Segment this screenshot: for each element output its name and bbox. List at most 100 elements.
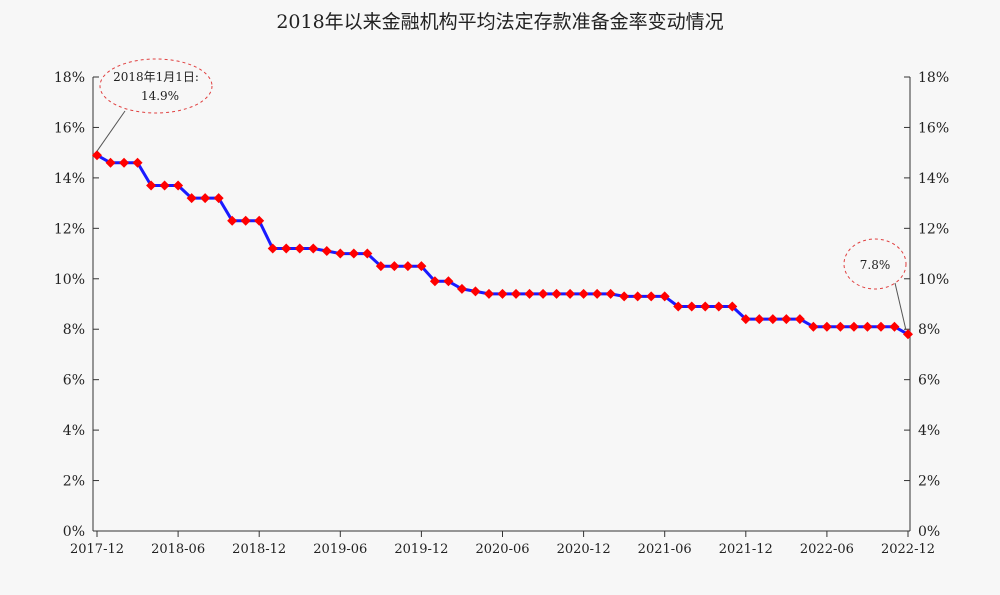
data-point-marker [443,276,454,287]
x-tick-label: 2017-12 [70,542,124,557]
data-point-marker [267,243,278,254]
data-point-marker [308,243,319,254]
data-point-marker [632,291,643,302]
data-point-marker [659,291,670,302]
data-point-marker [294,243,305,254]
data-point-marker [673,301,684,312]
data-point-marker [281,243,292,254]
x-tick-label: 2021-12 [719,542,773,557]
x-tick-label: 2019-12 [394,542,448,557]
data-point-marker [592,288,603,299]
x-tick-label: 2022-06 [800,542,854,557]
data-point-marker [700,301,711,312]
y-tick-label-left: 10% [54,272,85,288]
y-tick-label-right: 6% [918,373,940,389]
data-point-marker [105,157,116,168]
data-point-marker [903,329,913,340]
data-point-marker [146,180,157,191]
data-point-marker [132,157,143,168]
data-point-marker [524,288,535,299]
data-point-marker [875,321,886,332]
data-point-marker [848,321,859,332]
y-tick-label-right: 16% [918,120,949,136]
x-tick-label: 2018-12 [232,542,286,557]
y-tick-label-right: 14% [918,171,949,187]
data-point-marker [254,215,265,226]
data-point-marker [862,321,873,332]
data-point-marker [821,321,832,332]
data-point-marker [389,261,400,272]
y-tick-label-right: 4% [918,423,940,439]
y-tick-label-left: 0% [63,524,85,540]
data-point-marker [754,314,765,325]
y-tick-label-left: 16% [54,120,85,136]
y-tick-label-left: 14% [54,171,85,187]
y-tick-label-right: 0% [918,524,940,540]
annotation-start-line1: 2018年1月1日: [113,70,199,84]
data-point-marker [186,193,197,204]
data-point-marker [429,276,440,287]
y-tick-label-left: 8% [63,322,85,338]
series-line [96,153,909,336]
data-point-marker [808,321,819,332]
y-tick-label-right: 10% [918,272,949,288]
x-tick-label: 2019-06 [313,542,367,557]
data-point-marker [713,301,724,312]
annotation-leader-end [894,282,907,331]
x-tick-label: 2020-06 [475,542,529,557]
data-point-marker [227,215,238,226]
annotation-start-line2: 14.9% [141,89,179,103]
data-point-marker [321,246,332,257]
data-point-marker [92,150,102,161]
data-point-marker [794,314,805,325]
data-point-marker [240,215,251,226]
y-tick-label-right: 18% [918,70,949,86]
data-point-marker [538,288,549,299]
data-point-marker [767,314,778,325]
data-point-marker [551,288,562,299]
annotation-ellipse-start [99,58,213,114]
data-point-marker [200,193,211,204]
data-point-marker [402,261,413,272]
y-tick-label-left: 6% [63,373,85,389]
data-point-marker [456,283,467,294]
series-layer [92,150,913,340]
y-tick-label-left: 12% [54,221,85,237]
x-tick-label: 2021-06 [638,542,692,557]
chart-title: 2018年以来金融机构平均法定存款准备金率变动情况 [276,11,723,33]
data-point-marker [835,321,846,332]
data-point-marker [470,286,481,297]
y-tick-label-right: 12% [918,221,949,237]
data-point-marker [416,261,427,272]
data-point-marker [740,314,751,325]
data-point-marker [781,314,792,325]
data-point-marker [119,157,130,168]
x-tick-label: 2018-06 [151,542,205,557]
data-point-marker [686,301,697,312]
annotation-layer: 2018年1月1日: 14.9% 7.8% [96,58,907,331]
data-point-marker [173,180,184,191]
y-tick-label-left: 4% [63,423,85,439]
data-point-marker [578,288,589,299]
data-point-marker [348,248,359,259]
axes: 0% 0% 2% 2% 4% 4% 6% 6% 8% 8% 10% 10% 12% 12% 14% 14% 16… [54,70,949,557]
data-point-marker [497,288,508,299]
data-point-marker [889,321,900,332]
data-point-marker [646,291,657,302]
data-point-marker [511,288,522,299]
data-point-marker [375,261,386,272]
data-point-marker [335,248,346,259]
data-point-marker [159,180,170,191]
y-tick-label-left: 18% [54,70,85,86]
data-point-marker [619,291,630,302]
annotation-ellipse-end [843,238,907,290]
y-tick-label-right: 2% [918,474,940,490]
annotation-end-label: 7.8% [860,258,891,272]
data-point-marker [605,288,616,299]
data-point-marker [727,301,738,312]
annotation-leader-start [96,110,126,152]
y-tick-label-left: 2% [63,474,85,490]
x-tick-label: 2022-12 [881,542,935,557]
